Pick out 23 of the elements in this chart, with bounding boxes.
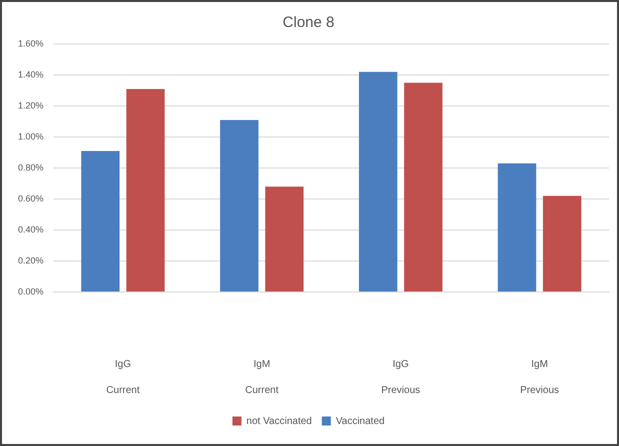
bar: [126, 88, 165, 292]
bar: [265, 186, 304, 292]
y-tick-label: 1.60%: [18, 38, 44, 48]
bar: [358, 72, 398, 292]
bar: [81, 150, 120, 292]
y-tick-label: 1.20%: [18, 100, 44, 110]
y-tick-label: 1.40%: [18, 69, 44, 80]
y-tick-label: 0.80%: [18, 162, 44, 172]
chart-title: Clone 8: [282, 14, 334, 32]
category-label: IgG Current: [106, 358, 140, 396]
y-tick-label: 0.20%: [18, 255, 44, 266]
legend-label: Vaccinated: [336, 416, 385, 427]
bar: [404, 82, 442, 292]
bar: [542, 196, 582, 292]
category-label: IgG Previous: [381, 358, 420, 396]
y-tick-label: 1.00%: [18, 131, 44, 142]
bar: [220, 120, 258, 292]
legend-label: not Vaccinated: [246, 416, 312, 427]
y-tick-label: 0.40%: [18, 224, 44, 234]
y-tick-label: 0.00%: [18, 286, 44, 296]
bar: [498, 163, 536, 292]
category-label: IgM Previous: [520, 358, 560, 396]
y-tick-label: 0.60%: [18, 193, 44, 204]
